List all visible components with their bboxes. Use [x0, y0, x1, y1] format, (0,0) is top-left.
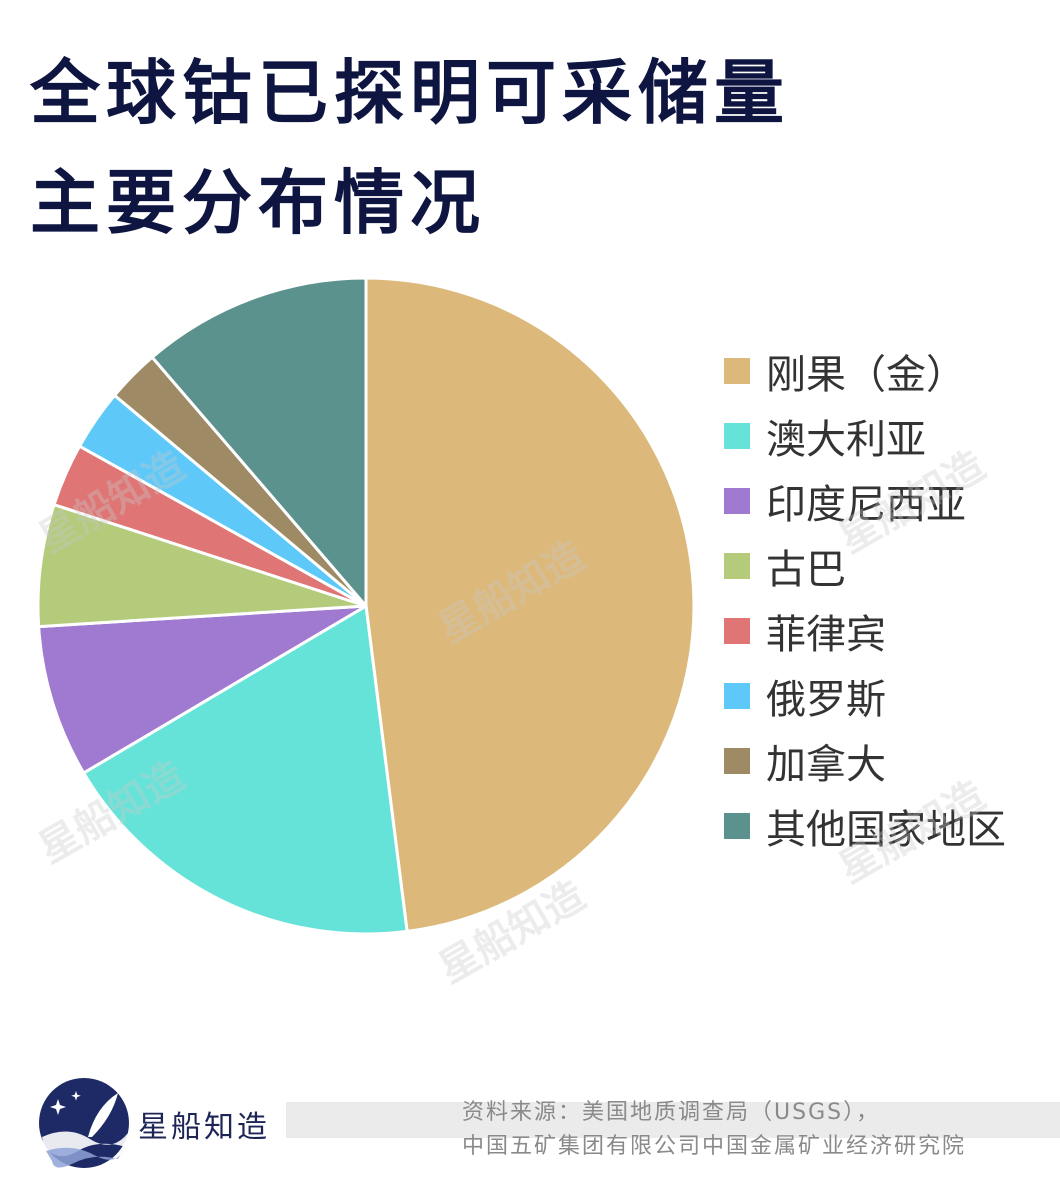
footer-bar: [286, 1102, 1060, 1138]
chart-title-line2: 主要分布情况: [30, 162, 486, 244]
pie-slice-3: [36, 503, 368, 629]
legend-label: 澳大利亚: [766, 416, 926, 463]
legend-label: 加拿大: [766, 741, 886, 788]
legend-item: 澳大利亚: [724, 403, 1006, 468]
legend-label: 古巴: [766, 546, 846, 593]
legend-item: 印度尼西亚: [724, 468, 1006, 533]
chart-title-line1: 全球钴已探明可采储量: [30, 52, 790, 134]
chart-legend: 刚果（金） 澳大利亚印度尼西亚古巴菲律宾俄罗斯加拿大其他国家地区: [724, 338, 1006, 858]
legend-swatch: [724, 747, 750, 774]
pie-slice-0: [364, 276, 696, 933]
legend-item: 加拿大: [724, 728, 1006, 793]
source-line-1: 资料来源：美国地质调查局（USGS），: [462, 1100, 881, 1125]
brand-name: 星船知造: [138, 1110, 270, 1145]
legend-item: 古巴: [724, 533, 1006, 598]
legend-label: 刚果（金）: [766, 351, 966, 398]
legend-label: 其他国家地区: [766, 806, 1006, 853]
legend-swatch: [724, 682, 750, 709]
legend-item: 其他国家地区: [724, 793, 1006, 858]
legend-swatch: [724, 617, 750, 644]
source-line-2: 中国五矿集团有限公司中国金属矿业经济研究院: [462, 1134, 967, 1159]
legend-item: 菲律宾: [724, 598, 1006, 663]
legend-item: 俄罗斯: [724, 663, 1006, 728]
legend-swatch: [724, 357, 750, 384]
legend-label: 菲律宾: [766, 611, 886, 658]
pie-slice-1: [82, 604, 409, 936]
legend-label: 印度尼西亚: [766, 481, 966, 528]
legend-swatch: [724, 812, 750, 839]
pie-slice-2: [37, 604, 368, 775]
legend-label: 俄罗斯: [766, 676, 886, 723]
legend-swatch: [724, 552, 750, 579]
legend-item: 刚果（金）: [724, 338, 1006, 403]
pie-chart: [36, 276, 696, 936]
legend-swatch: [724, 422, 750, 449]
quill-moon-logo-icon: [39, 1078, 129, 1168]
pie-slice-7: [150, 276, 368, 608]
legend-swatch: [724, 487, 750, 514]
